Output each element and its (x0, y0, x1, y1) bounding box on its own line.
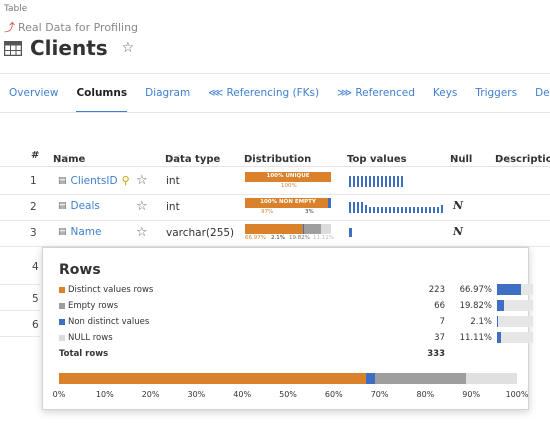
tab-referencing[interactable]: ⋘ Referencing (FKs) (208, 87, 320, 99)
mini-bar (497, 300, 533, 311)
fk-out-icon: ⋘ (208, 87, 227, 99)
distribution-bar[interactable]: 100% NON EMPTY 97% 3% (245, 198, 331, 216)
tab-keys[interactable]: Keys (432, 87, 458, 99)
swatch (59, 335, 65, 341)
swatch (59, 287, 65, 293)
column-icon: ▤ (58, 175, 67, 186)
bar-segment-null (466, 373, 517, 384)
top-values-bars[interactable] (349, 228, 352, 237)
row-number: 6 (32, 319, 39, 331)
tab-bar: Overview Columns Diagram ⋘ Referencing (… (0, 73, 550, 113)
legend-row-empty: Empty rows 66 19.82% (59, 300, 533, 314)
star-icon[interactable]: ☆ (136, 199, 148, 214)
column-name-link[interactable]: ClientsID (70, 174, 118, 187)
popup-title: Rows (59, 262, 101, 278)
swatch (59, 303, 65, 309)
row-number: 5 (32, 293, 39, 305)
tab-overview[interactable]: Overview (9, 87, 59, 99)
legend-row-null: NULL rows 37 11.11% (59, 332, 533, 346)
legend-row-non-distinct: Non distinct values 7 2.1% (59, 316, 533, 330)
object-type-label: Table (4, 4, 28, 14)
table-row[interactable]: 3 ▤ Name ☆ varchar(255) 66.97% 2.1% 19.82% 1… (0, 220, 550, 247)
row-number: 4 (32, 261, 39, 273)
mini-bar (497, 284, 533, 295)
distribution-bar[interactable]: 100% UNIQUE 100% (245, 172, 331, 190)
table-row[interactable]: 2 ▤ Deals ☆ int 100% NON EMPTY 97% 3% N (0, 194, 550, 221)
page-header: Clients ☆ (3, 36, 135, 60)
page-title: Clients (30, 36, 108, 60)
column-icon: ▤ (58, 227, 67, 237)
bar-segment-distinct (59, 373, 366, 384)
swatch (59, 319, 65, 325)
favorite-star-icon[interactable]: ☆ (121, 40, 135, 56)
bar-segment-non-distinct (365, 373, 376, 384)
row-divider (0, 336, 40, 337)
database-icon: ⤴ (4, 21, 15, 34)
database-name: Real Data for Profiling (18, 20, 139, 34)
column-name-link[interactable]: Deals (70, 200, 100, 212)
fk-in-icon: ⋙ (337, 87, 356, 99)
row-divider (0, 284, 40, 285)
tab-triggers[interactable]: Triggers (475, 87, 518, 99)
table-row[interactable]: 1 ▤ ClientsID ⚲ ☆ int 100% UNIQUE 100% (0, 168, 550, 195)
table-icon (3, 40, 23, 56)
top-values-bars[interactable] (349, 202, 443, 213)
distribution-bar[interactable]: 66.97% 2.1% 19.82% 11.11% (245, 224, 334, 242)
header-number: # (31, 150, 40, 161)
total-row: Total rows 333 (59, 349, 445, 359)
mini-bar (497, 332, 533, 343)
top-values-bars[interactable] (349, 176, 403, 187)
nullable-indicator: N (453, 225, 464, 238)
stacked-rows-bar (59, 373, 517, 384)
breadcrumb-database[interactable]: ⤴ Real Data for Profiling (4, 19, 138, 35)
star-icon[interactable]: ☆ (136, 173, 148, 188)
legend-row-distinct: Distinct values rows 223 66.97% (59, 284, 533, 298)
mini-bar (497, 316, 533, 327)
percent-axis: 0% 10% 20% 30% 40% 50% 60% 70% 80% 90% 1… (52, 390, 529, 399)
tab-diagram[interactable]: Diagram (145, 87, 191, 99)
star-icon[interactable]: ☆ (136, 225, 148, 240)
columns-grid-header: # ⋮⋮ Name ⋮⋮ Data type ⋮⋮ Distribution ⋮⋮ To… (0, 146, 550, 167)
tab-columns[interactable]: Columns (67, 74, 136, 112)
column-icon: ▤ (58, 201, 67, 211)
rows-distribution-popup: Rows Distinct values rows 223 66.97% Emp… (42, 247, 533, 410)
column-name-link[interactable]: Name (70, 226, 102, 238)
nullable-indicator: N (453, 199, 464, 212)
tab-referenced[interactable]: ⋙ Referenced (337, 87, 415, 99)
tab-dependencies[interactable]: Dependen (535, 87, 550, 99)
row-divider (0, 310, 40, 311)
primary-key-icon: ⚲ (121, 174, 130, 187)
bar-segment-empty (375, 373, 467, 384)
